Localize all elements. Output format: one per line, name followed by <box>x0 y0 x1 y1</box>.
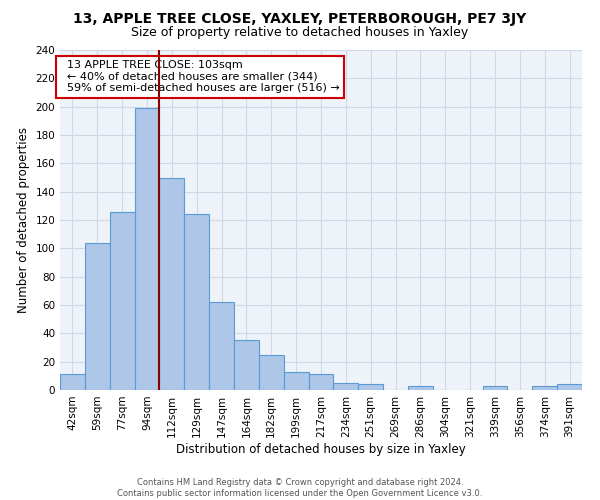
Bar <box>308 374 334 390</box>
Bar <box>134 108 160 390</box>
Bar <box>334 383 358 390</box>
Bar <box>184 214 209 390</box>
Bar <box>482 386 508 390</box>
Text: 13 APPLE TREE CLOSE: 103sqm
  ← 40% of detached houses are smaller (344)
  59% o: 13 APPLE TREE CLOSE: 103sqm ← 40% of det… <box>60 60 340 94</box>
Bar <box>234 340 259 390</box>
Bar <box>110 212 134 390</box>
Text: 13, APPLE TREE CLOSE, YAXLEY, PETERBOROUGH, PE7 3JY: 13, APPLE TREE CLOSE, YAXLEY, PETERBOROU… <box>73 12 527 26</box>
Bar <box>557 384 582 390</box>
Bar <box>60 374 85 390</box>
Bar <box>259 354 284 390</box>
Text: Size of property relative to detached houses in Yaxley: Size of property relative to detached ho… <box>131 26 469 39</box>
Bar <box>85 242 110 390</box>
Bar <box>209 302 234 390</box>
Bar <box>532 386 557 390</box>
Text: Contains HM Land Registry data © Crown copyright and database right 2024.
Contai: Contains HM Land Registry data © Crown c… <box>118 478 482 498</box>
Y-axis label: Number of detached properties: Number of detached properties <box>17 127 30 313</box>
Bar <box>284 372 308 390</box>
Bar <box>160 178 184 390</box>
Bar <box>408 386 433 390</box>
Bar <box>358 384 383 390</box>
X-axis label: Distribution of detached houses by size in Yaxley: Distribution of detached houses by size … <box>176 442 466 456</box>
